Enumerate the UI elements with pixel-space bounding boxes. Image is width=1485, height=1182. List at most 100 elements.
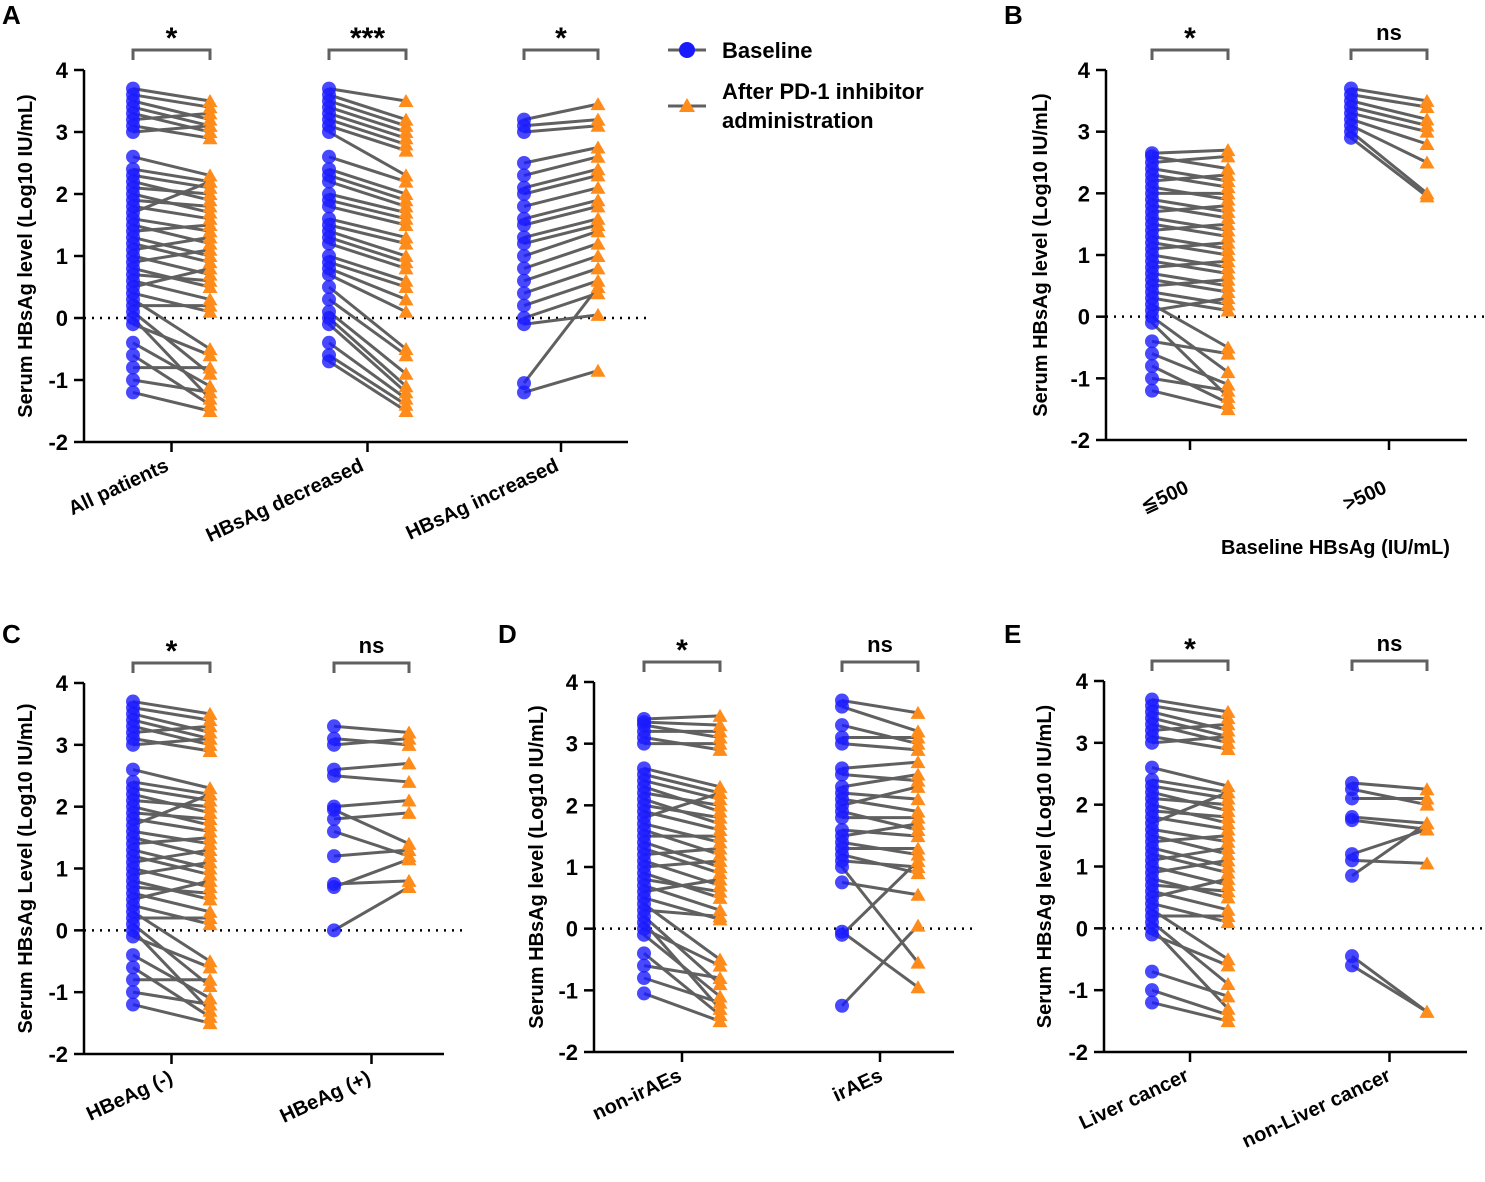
after-point (1220, 871, 1236, 885)
pair-line (1151, 834, 1229, 844)
pair-line (333, 798, 410, 809)
pair-line (328, 180, 407, 208)
after-point (1419, 1004, 1435, 1018)
baseline-point (1145, 359, 1159, 373)
after-point (401, 805, 417, 819)
significance-label: *** (350, 22, 385, 55)
significance-bracket (1350, 659, 1429, 671)
pair-line (1151, 204, 1229, 220)
pair-line (1151, 303, 1229, 349)
baseline-point (322, 335, 336, 350)
baseline-point (126, 929, 140, 944)
pair-line (132, 235, 211, 252)
pair-line (1151, 722, 1229, 732)
panel-letter: C (2, 619, 21, 649)
legend-after-marker (679, 98, 695, 112)
baseline-point (322, 354, 336, 369)
pair-line (132, 186, 211, 196)
baseline-point (126, 149, 140, 164)
baseline-point (1145, 964, 1159, 979)
pair-line (132, 879, 211, 901)
after-point (590, 180, 606, 194)
pair-line (841, 773, 919, 783)
pair-line (523, 254, 599, 283)
pair-line (840, 924, 920, 1007)
pair-line (328, 267, 407, 301)
after-point (590, 149, 606, 163)
after-point (398, 143, 414, 157)
pair-line (328, 204, 407, 227)
pair-line (132, 198, 211, 208)
baseline-point (126, 972, 140, 987)
pair-line (132, 124, 211, 134)
after-point (1220, 365, 1236, 379)
baseline-point (1145, 995, 1159, 1010)
pair-line (132, 737, 211, 747)
after-point (590, 199, 606, 213)
baseline-point (126, 335, 140, 350)
pair-line (841, 742, 919, 752)
after-point (1419, 856, 1435, 870)
baseline-point (517, 298, 531, 313)
legend-baseline-marker (679, 42, 695, 58)
baseline-point (126, 348, 140, 363)
after-point (401, 756, 417, 770)
pair-line (1151, 278, 1229, 294)
significance-bracket (131, 48, 212, 60)
legend-after-label: After PD-1 inhibitor (722, 79, 924, 104)
pair-line (1151, 908, 1229, 961)
pair-line (328, 173, 407, 202)
pair-line (523, 266, 599, 295)
pair-line (328, 285, 407, 351)
baseline-point (1344, 130, 1358, 145)
pair-line (333, 811, 410, 821)
pair-line (1351, 815, 1428, 825)
after-point (202, 404, 218, 417)
pair-line (643, 902, 721, 961)
y-tick-label: 4 (1076, 669, 1089, 694)
after-point (1220, 785, 1236, 799)
pair-line (1151, 796, 1229, 807)
after-point (910, 918, 926, 932)
pair-line (132, 798, 211, 809)
after-point (202, 348, 218, 362)
after-point (910, 792, 926, 806)
pair-line (1350, 130, 1428, 195)
pair-line (328, 229, 407, 258)
after-point (202, 273, 218, 287)
pair-line (1151, 253, 1229, 269)
pair-line (840, 859, 920, 936)
after-point (910, 730, 926, 744)
pair-line (132, 700, 211, 716)
after-point (398, 366, 414, 380)
category-label: HBsAg decreased (203, 455, 367, 547)
y-tick-label: -2 (1068, 1040, 1088, 1065)
pair-line (132, 811, 211, 821)
pair-line (1151, 198, 1229, 214)
pair-line (643, 859, 721, 869)
baseline-point (1345, 868, 1359, 883)
after-point (712, 971, 728, 984)
y-tick-label: 4 (56, 671, 69, 696)
baseline-point (327, 768, 341, 783)
after-point (398, 94, 414, 107)
after-point (712, 829, 728, 843)
pair-line (643, 927, 721, 968)
pair-line (1151, 704, 1229, 720)
pair-line (523, 369, 599, 394)
pair-line (328, 353, 407, 407)
pair-line (132, 724, 211, 734)
after-point (202, 360, 218, 374)
pair-line (328, 260, 407, 289)
pair-line (1151, 827, 1229, 844)
baseline-point (126, 762, 140, 777)
y-tick-label: -1 (1068, 978, 1088, 1003)
after-point (202, 886, 218, 900)
pair-line (132, 792, 211, 827)
pair-line (132, 390, 211, 413)
pair-line (328, 323, 407, 394)
significance-bracket (327, 48, 408, 60)
pair-line (1151, 173, 1229, 189)
after-point (202, 187, 218, 200)
pair-line (643, 720, 721, 727)
